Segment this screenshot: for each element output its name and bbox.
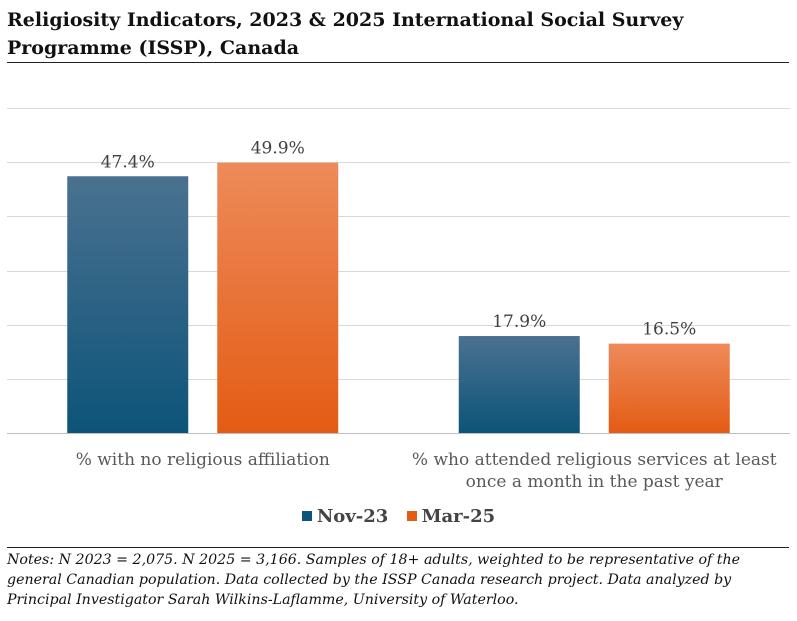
- legend: Nov-23 Mar-25: [0, 506, 797, 527]
- legend-swatch-nov23: [301, 511, 312, 521]
- bar-chart: 47.4% 49.9% 17.9% 16.5% % with no religious…: [7, 108, 790, 492]
- bar-nov23-cat1: [67, 176, 189, 433]
- chart-title: Religiosity Indicators, 2023 & 2025 Inte…: [7, 9, 684, 59]
- legend-item-mar25: Mar-25: [406, 506, 496, 527]
- data-label-nov23-cat1: 47.4%: [101, 152, 155, 172]
- category-label: % who attended religious services at lea…: [412, 450, 777, 470]
- category-label: once a month in the past year: [466, 472, 724, 492]
- category-label: % with no religious affiliation: [76, 450, 330, 470]
- bar-nov23-cat2: [458, 336, 580, 433]
- notes-divider: [7, 547, 789, 548]
- data-labels: 47.4% 49.9% 17.9% 16.5%: [101, 139, 697, 340]
- bar-mar25-cat2: [608, 343, 730, 433]
- data-label-nov23-cat2: 17.9%: [492, 312, 546, 332]
- notes-text: Notes: N 2023 = 2,075. N 2025 = 3,166. S…: [7, 552, 741, 608]
- title-divider: [7, 62, 789, 63]
- legend-swatch-mar25: [406, 511, 417, 521]
- legend-item-nov23: Nov-23: [301, 506, 389, 527]
- legend-label-mar25: Mar-25: [421, 506, 496, 527]
- category-labels: % with no religious affiliation % who att…: [76, 450, 777, 492]
- data-label-mar25-cat1: 49.9%: [251, 139, 305, 159]
- bar-mar25-cat1: [217, 162, 339, 434]
- data-label-mar25-cat2: 16.5%: [642, 320, 696, 340]
- bars: [67, 162, 730, 434]
- legend-label-nov23: Nov-23: [316, 506, 389, 527]
